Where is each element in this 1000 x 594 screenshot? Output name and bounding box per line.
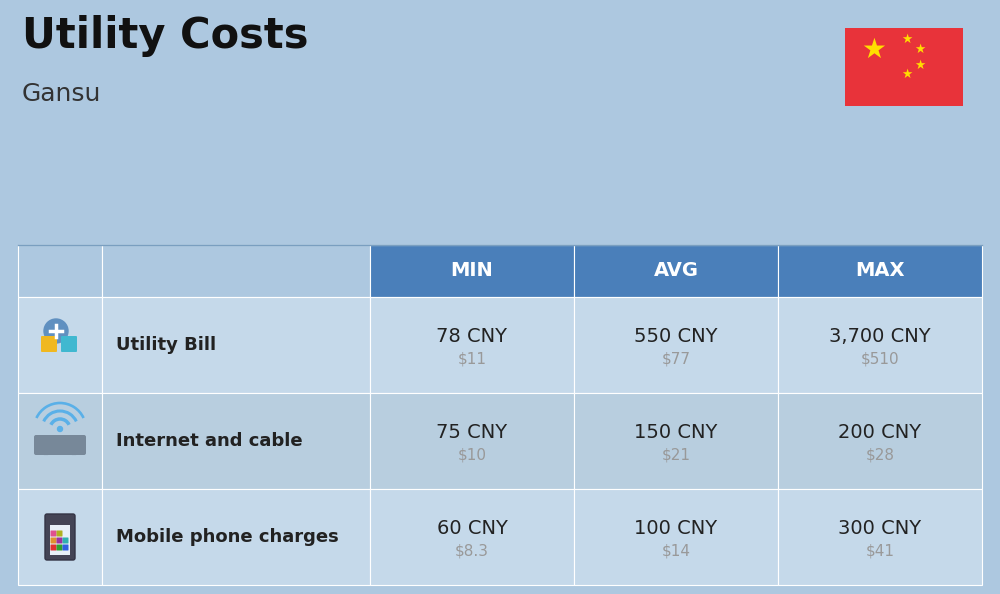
- FancyBboxPatch shape: [370, 245, 574, 297]
- Text: $28: $28: [866, 447, 895, 463]
- FancyBboxPatch shape: [370, 393, 574, 489]
- Text: $11: $11: [458, 352, 486, 366]
- FancyBboxPatch shape: [778, 489, 982, 585]
- FancyBboxPatch shape: [370, 297, 574, 393]
- FancyBboxPatch shape: [18, 297, 102, 393]
- FancyBboxPatch shape: [18, 393, 102, 489]
- Text: 60 CNY: 60 CNY: [437, 519, 507, 538]
- Text: Internet and cable: Internet and cable: [116, 432, 303, 450]
- FancyBboxPatch shape: [50, 538, 56, 544]
- Text: Utility Costs: Utility Costs: [22, 15, 308, 57]
- FancyBboxPatch shape: [50, 545, 56, 551]
- FancyBboxPatch shape: [18, 245, 102, 297]
- FancyBboxPatch shape: [61, 336, 77, 352]
- Text: 75 CNY: 75 CNY: [436, 422, 508, 441]
- Circle shape: [58, 426, 62, 431]
- Text: $41: $41: [866, 544, 895, 558]
- Text: Utility Bill: Utility Bill: [116, 336, 216, 354]
- FancyBboxPatch shape: [56, 538, 62, 544]
- Text: 150 CNY: 150 CNY: [634, 422, 718, 441]
- Text: ★: ★: [861, 36, 886, 64]
- FancyBboxPatch shape: [574, 245, 778, 297]
- FancyBboxPatch shape: [102, 489, 370, 585]
- FancyBboxPatch shape: [845, 28, 963, 106]
- Text: Gansu: Gansu: [22, 82, 101, 106]
- FancyBboxPatch shape: [778, 245, 982, 297]
- FancyBboxPatch shape: [370, 489, 574, 585]
- Text: ★: ★: [901, 33, 912, 46]
- FancyBboxPatch shape: [102, 245, 370, 297]
- FancyBboxPatch shape: [50, 525, 70, 555]
- FancyBboxPatch shape: [102, 393, 370, 489]
- Text: $77: $77: [662, 352, 690, 366]
- Text: $8.3: $8.3: [455, 544, 489, 558]
- FancyBboxPatch shape: [574, 393, 778, 489]
- FancyBboxPatch shape: [45, 514, 75, 560]
- FancyBboxPatch shape: [62, 538, 68, 544]
- Text: ★: ★: [914, 59, 925, 72]
- Text: $510: $510: [861, 352, 899, 366]
- Text: 3,700 CNY: 3,700 CNY: [829, 327, 931, 346]
- Text: 300 CNY: 300 CNY: [838, 519, 922, 538]
- FancyBboxPatch shape: [102, 297, 370, 393]
- FancyBboxPatch shape: [18, 489, 102, 585]
- Text: Mobile phone charges: Mobile phone charges: [116, 528, 339, 546]
- Text: 78 CNY: 78 CNY: [436, 327, 508, 346]
- Text: MIN: MIN: [451, 261, 493, 280]
- FancyBboxPatch shape: [41, 336, 57, 352]
- FancyBboxPatch shape: [574, 297, 778, 393]
- FancyBboxPatch shape: [574, 489, 778, 585]
- FancyBboxPatch shape: [62, 545, 68, 551]
- Text: MAX: MAX: [855, 261, 905, 280]
- FancyBboxPatch shape: [34, 435, 86, 455]
- Text: 100 CNY: 100 CNY: [634, 519, 718, 538]
- Text: ★: ★: [901, 68, 912, 81]
- FancyBboxPatch shape: [50, 530, 56, 536]
- Text: ★: ★: [914, 43, 925, 56]
- FancyBboxPatch shape: [778, 297, 982, 393]
- Text: AVG: AVG: [654, 261, 698, 280]
- Text: $14: $14: [662, 544, 690, 558]
- Text: 200 CNY: 200 CNY: [838, 422, 922, 441]
- FancyBboxPatch shape: [56, 545, 62, 551]
- Circle shape: [44, 319, 68, 343]
- FancyBboxPatch shape: [778, 393, 982, 489]
- Text: 550 CNY: 550 CNY: [634, 327, 718, 346]
- FancyBboxPatch shape: [56, 530, 62, 536]
- Text: $10: $10: [458, 447, 486, 463]
- Text: $21: $21: [662, 447, 690, 463]
